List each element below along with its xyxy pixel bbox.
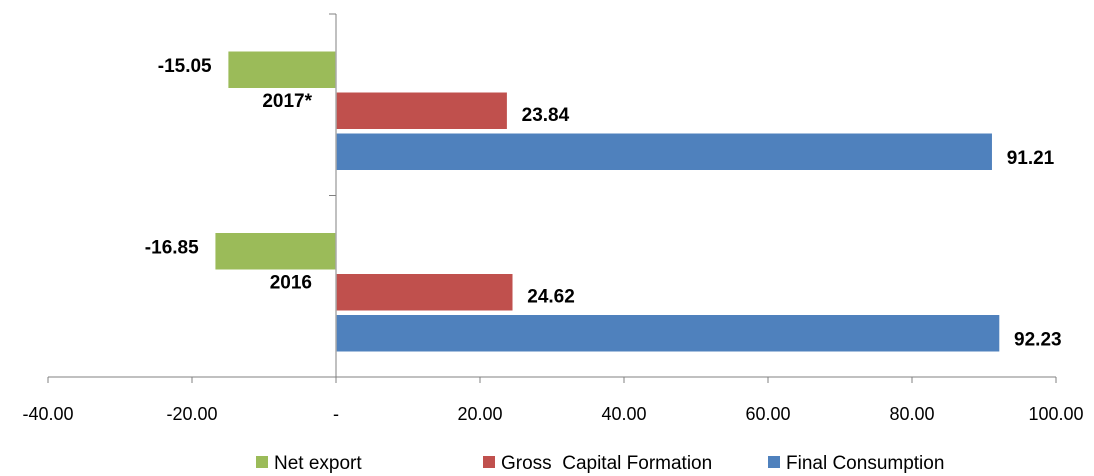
data-label: 24.62 [527, 286, 575, 307]
plot-area: -16.85 24.62 92.23 2016 -15.05 23.84 91.21 2017… [145, 50, 1062, 353]
legend-entry: Gross Capital Formation [501, 453, 712, 474]
bar-gross-capital-formation-2017 [335, 91, 509, 131]
axes: -40.00 -20.00-20.00 40.00 60.00 80.00 100.00 [22, 13, 1084, 424]
bar-final-consumption-2016 [335, 313, 1001, 353]
x-tick-label: 60.00 [745, 404, 790, 424]
data-label: 23.84 [522, 105, 570, 126]
x-tick-label: 40.00 [601, 404, 646, 424]
x-tick-label: - [333, 404, 339, 424]
bar-gross-capital-formation-2016 [335, 272, 515, 312]
bar-net-export-2017 [226, 50, 337, 90]
category-label: 2016 [270, 272, 312, 293]
x-tick-label: 80.00 [889, 404, 934, 424]
x-tick-label: -20.00 [166, 404, 217, 424]
legend-swatch [256, 456, 268, 468]
data-label: -15.05 [158, 56, 212, 77]
legend-swatch [483, 456, 495, 468]
x-tick-label: 20.00 [457, 404, 502, 424]
legend-entry: Final Consumption [786, 453, 944, 474]
data-label: 91.21 [1007, 148, 1055, 169]
category-label: 2017* [262, 91, 312, 112]
data-label: -16.85 [145, 237, 199, 258]
legend-entry: Net export [274, 453, 362, 474]
legend: Net export Gross Capital Formation Final C… [256, 453, 944, 474]
bar-net-export-2016 [213, 231, 337, 271]
data-label: 92.23 [1014, 329, 1062, 350]
x-tick-label: -40.00 [22, 404, 73, 424]
x-tick-label: 100.00 [1028, 404, 1083, 424]
bar-final-consumption-2017 [335, 132, 994, 172]
legend-swatch [768, 456, 780, 468]
